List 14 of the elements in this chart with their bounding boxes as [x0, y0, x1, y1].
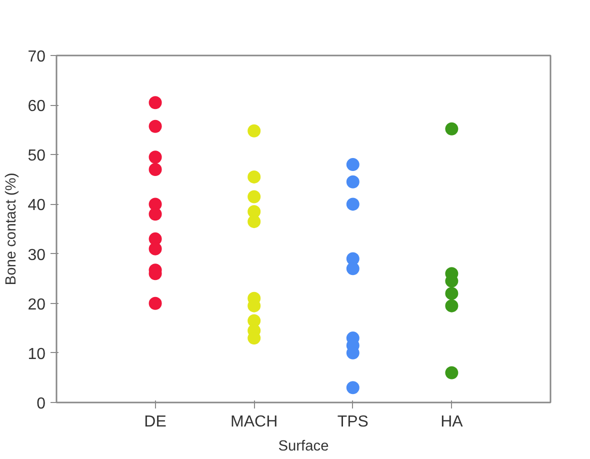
- y-tick-label: 60: [28, 98, 46, 116]
- y-tick-label: 70: [28, 48, 46, 66]
- x-tick-label: HA: [440, 414, 464, 430]
- y-tick-label: 50: [28, 148, 46, 165]
- y-tick-label: 30: [28, 246, 46, 264]
- y-tick-label: 10: [28, 346, 46, 363]
- x-tick-label: MACH: [230, 414, 278, 430]
- y-tick-label: 40: [28, 197, 46, 214]
- y-tick-label: 0: [36, 396, 46, 412]
- y-tick-label: 20: [28, 296, 46, 314]
- x-tick-label: DE: [144, 414, 166, 430]
- x-tick-label: TPS: [337, 414, 368, 430]
- y-axis-title: Bone contact (%): [4, 172, 20, 286]
- x-axis-title: Surface: [278, 438, 329, 454]
